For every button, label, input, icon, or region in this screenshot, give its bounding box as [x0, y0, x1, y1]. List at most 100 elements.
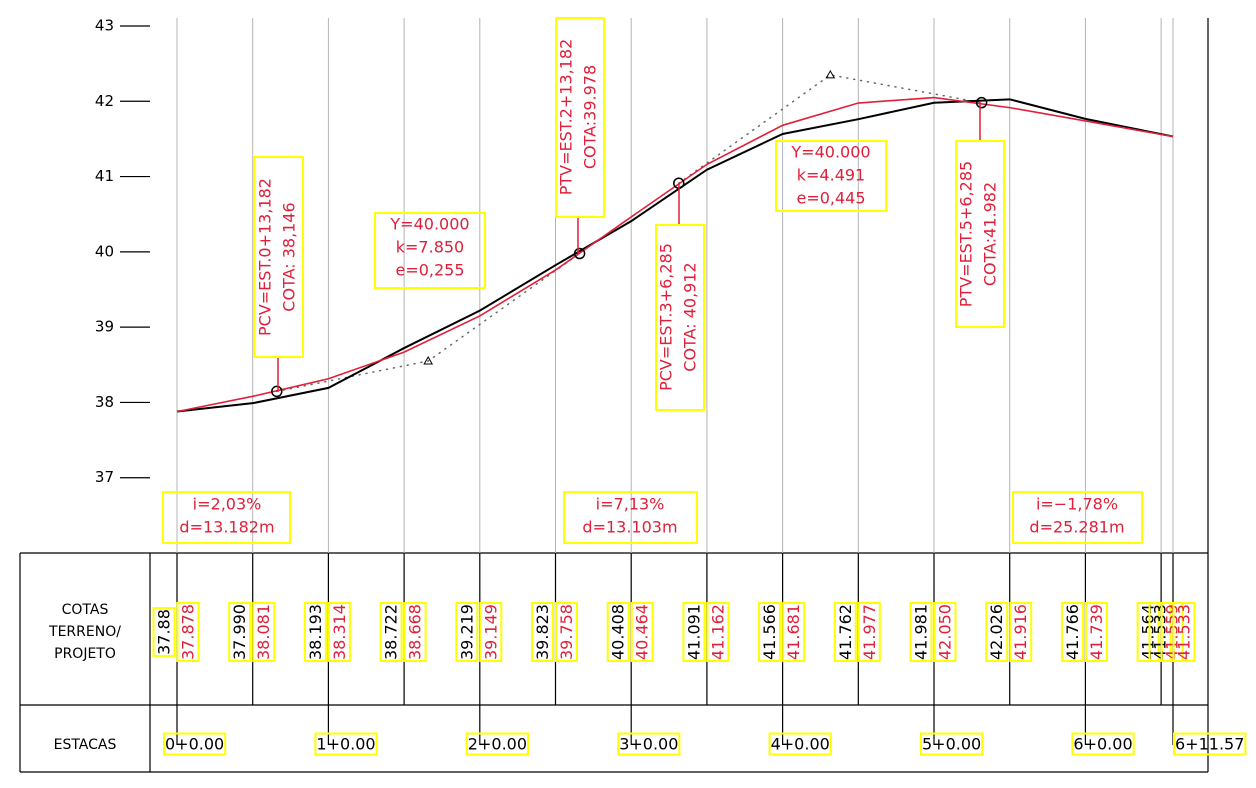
label-box — [920, 732, 984, 756]
row-label: ESTACAS — [54, 737, 117, 753]
annotation-box — [563, 491, 698, 544]
y-tick-label: 43 — [95, 17, 114, 35]
label-box — [706, 602, 730, 662]
label-box — [606, 602, 630, 662]
project-value: 41.977 — [860, 604, 879, 660]
y-tick-label: 39 — [95, 318, 114, 336]
station-label: 1+0.00 — [316, 735, 375, 754]
annotation-text: Y=40.000 — [389, 215, 469, 234]
annotation-text: d=13.103m — [582, 518, 677, 537]
project-value: 41.916 — [1011, 604, 1030, 660]
label-box — [252, 602, 276, 662]
project-value: 38.081 — [254, 604, 273, 660]
label-box — [1084, 602, 1108, 662]
label-box — [933, 602, 957, 662]
annotation-text: PCV=EST.0+13,182 — [256, 178, 275, 336]
terrain-value: 41.564 — [1139, 604, 1158, 660]
project-value: 39.758 — [557, 604, 576, 660]
y-tick-label: 42 — [95, 92, 114, 110]
station-label: 3+0.00 — [619, 735, 678, 754]
curve-point — [573, 247, 586, 260]
annotation-text: d=25.281m — [1029, 518, 1124, 537]
terrain-value: 37.990 — [230, 604, 249, 660]
terrain-value: 41.981 — [912, 604, 931, 660]
label-box — [1009, 602, 1033, 662]
label-box — [1160, 602, 1184, 662]
project-value: 40.464 — [633, 604, 652, 660]
label-box — [985, 602, 1009, 662]
label-box — [782, 602, 806, 662]
annotation-box — [655, 224, 705, 411]
station-label: 6+11.57 — [1175, 735, 1244, 754]
annotation-text: PTV=EST.2+13,182 — [557, 39, 576, 196]
project-value: 41.162 — [708, 604, 727, 660]
label-box — [1148, 602, 1172, 662]
label-box — [314, 732, 378, 756]
terrain-value: 42.026 — [987, 604, 1006, 660]
project-value: 42.050 — [936, 604, 955, 660]
piv-point — [423, 356, 434, 365]
annotation-text: i=−1,78% — [1036, 495, 1118, 514]
station-label: 5+0.00 — [922, 735, 981, 754]
label-box — [768, 732, 832, 756]
project-value: 38.668 — [406, 604, 425, 660]
label-box — [617, 732, 681, 756]
annotation-text: e=0,255 — [395, 261, 464, 280]
annotation-text: COTA: 38,146 — [280, 202, 299, 311]
annotation-text: k=4.491 — [797, 166, 865, 185]
annotation-text: PTV=EST.5+6,285 — [957, 161, 976, 307]
label-box — [531, 602, 555, 662]
row-label: TERRENO/ — [48, 624, 121, 640]
annotation-box — [775, 140, 887, 212]
annotation-text: COTA:41.982 — [981, 182, 1000, 286]
station-label: 2+0.00 — [468, 735, 527, 754]
label-box — [327, 602, 351, 662]
label-box — [1071, 732, 1135, 756]
project-line — [176, 96, 1174, 413]
label-box — [176, 602, 200, 662]
label-box — [1136, 602, 1160, 662]
label-box — [1172, 602, 1196, 662]
label-box — [465, 732, 530, 756]
annotation-box — [253, 156, 304, 358]
project-value: 41.559 — [1163, 604, 1182, 660]
label-box — [228, 602, 252, 662]
terrain-value: 38.193 — [306, 604, 325, 660]
label-box — [758, 602, 782, 662]
annotation-box — [162, 491, 291, 544]
terrain-value: 41.091 — [684, 604, 703, 660]
station-label: 0+0.00 — [165, 735, 224, 754]
annotation-text: PCV=EST.3+6,285 — [657, 243, 676, 391]
station-label: 6+0.00 — [1073, 735, 1132, 754]
terrain-value: 41.566 — [760, 604, 779, 660]
label-box — [163, 732, 227, 756]
curve-point — [271, 385, 283, 398]
label-box — [833, 602, 857, 662]
label-box — [479, 602, 503, 662]
annotation-text: i=2,03% — [193, 495, 262, 514]
terrain-value: 41.762 — [836, 604, 855, 660]
label-box — [857, 602, 881, 662]
project-value: 41.681 — [784, 604, 803, 660]
annotation-text: i=7,13% — [596, 495, 665, 514]
row-label: PROJETO — [54, 646, 116, 662]
y-tick-label: 37 — [95, 468, 114, 486]
piv-point — [825, 69, 836, 79]
annotation-text: COTA:39.978 — [581, 65, 600, 169]
annotation-text: d=13.182m — [179, 518, 274, 537]
label-box — [379, 602, 403, 662]
terrain-value: 39.219 — [457, 604, 476, 660]
y-tick-label: 41 — [95, 167, 114, 185]
label-box — [555, 602, 579, 662]
terrain-value: 41.766 — [1063, 604, 1082, 660]
project-value: 38.314 — [330, 604, 349, 660]
annotation-box — [955, 140, 1005, 328]
annotation-text: k=7.850 — [396, 238, 464, 257]
label-box — [1060, 602, 1084, 662]
label-box — [630, 602, 654, 662]
y-tick-label: 40 — [95, 242, 114, 260]
terrain-value: 40.408 — [609, 604, 628, 660]
terrain-value: 39.823 — [533, 604, 552, 660]
terrain-line — [176, 98, 1174, 413]
terrain-value: 38.722 — [382, 604, 401, 660]
